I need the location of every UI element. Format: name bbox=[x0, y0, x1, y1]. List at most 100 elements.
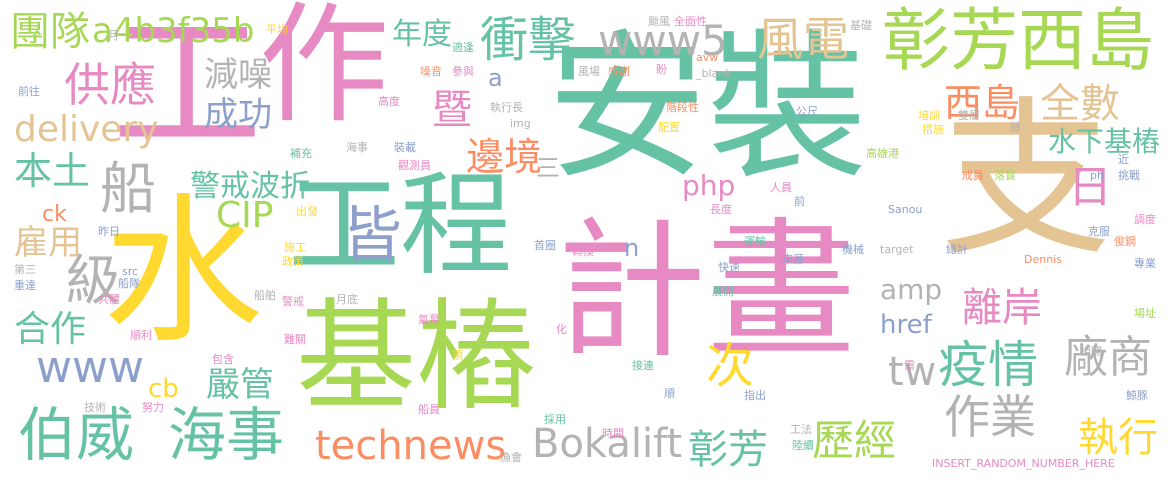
word-xidao: 西島 bbox=[944, 81, 1021, 125]
word-fengdian: 風電 bbox=[757, 12, 849, 66]
word-nuli: 努力 bbox=[142, 401, 164, 414]
word-pan: 盼 bbox=[656, 63, 667, 76]
word-dennis: Dennis bbox=[1024, 253, 1062, 266]
word-xiangguan: 相關 bbox=[1080, 345, 1102, 358]
word-ph: ph bbox=[1090, 169, 1104, 182]
word-technews: technews bbox=[315, 423, 507, 469]
word-peixun: 培訓 bbox=[918, 109, 940, 122]
word-avw: avw bbox=[696, 51, 719, 64]
word-zhuanhuan: 轉換 bbox=[572, 245, 594, 258]
word-xu-need: 需 bbox=[904, 359, 915, 372]
word-changdu: 長度 bbox=[710, 203, 732, 216]
word-quanshu: 全數 bbox=[1040, 81, 1120, 127]
word-peizhi: 配置 bbox=[658, 121, 680, 134]
word-zhongda: 重達 bbox=[14, 279, 36, 292]
word-ganxie: 感謝 bbox=[608, 65, 630, 78]
word-img: img bbox=[510, 117, 531, 130]
word-gaodu: 高度 bbox=[378, 95, 400, 108]
word-chengyuan: 成員 bbox=[962, 169, 984, 182]
word-bentu: 本土 bbox=[14, 149, 91, 193]
word-laiyuan: 來源 bbox=[782, 253, 804, 266]
word-zhengce: 政策 bbox=[282, 255, 304, 268]
word-insert-random-number: INSERT_RANDOM_NUMBER_HERE bbox=[932, 457, 1115, 470]
word-gongti: 共體 bbox=[98, 293, 120, 306]
word-www: www bbox=[36, 342, 144, 393]
word-zhankai: 展開 bbox=[712, 285, 734, 298]
word-quanmianxing: 全面性 bbox=[674, 15, 707, 28]
word-cip: CIP bbox=[216, 195, 274, 236]
word-pingjun: 平均 bbox=[266, 23, 288, 36]
word-guyong: 雇用 bbox=[14, 223, 82, 263]
word-zhuangzai: 裝載 bbox=[394, 141, 416, 154]
word-ji: 暨 bbox=[432, 87, 472, 133]
word-qianwang: 前往 bbox=[18, 85, 40, 98]
word-shijian: 時間 bbox=[602, 427, 624, 440]
word-a: a bbox=[488, 64, 503, 92]
word-www5: www5 bbox=[598, 16, 728, 65]
word-shifeng: 適逢 bbox=[452, 41, 474, 54]
word-cuoshi: 措施 bbox=[922, 123, 944, 136]
word-kuaisu: 快速 bbox=[718, 261, 740, 274]
word-chuanyuan: 船員 bbox=[418, 403, 440, 416]
word-zuo: 作 bbox=[259, 0, 390, 141]
word-jishu: 技術 bbox=[84, 401, 106, 414]
word-gaoxionggang: 高雄港 bbox=[866, 147, 899, 160]
word-haishi: 海事 bbox=[168, 401, 285, 469]
word-lian-chain: 鏈 bbox=[1010, 121, 1021, 134]
word-delivery: delivery bbox=[14, 109, 159, 150]
word-anzhuang: 安裝 bbox=[547, 14, 868, 201]
word-caiyong: 採用 bbox=[544, 413, 566, 426]
word-blank: _blank bbox=[696, 67, 732, 80]
word-tw: tw bbox=[888, 349, 937, 395]
word-kefu: 克服 bbox=[1088, 225, 1110, 238]
word-zaoyin: 噪音 bbox=[420, 65, 442, 78]
word-tiaozhan: 挑戰 bbox=[1118, 169, 1140, 182]
word-yuhui: 漁會 bbox=[500, 451, 522, 464]
word-shunli: 順利 bbox=[130, 329, 152, 342]
word-changshang: 廠商 bbox=[1064, 332, 1152, 383]
word-ci: 次 bbox=[706, 338, 755, 394]
word-tuandui: 團隊 bbox=[10, 9, 90, 55]
word-gongfa: 工法 bbox=[790, 423, 812, 436]
word-zongji: 總計 bbox=[946, 243, 968, 256]
word-amp: amp bbox=[880, 273, 943, 306]
word-guancheyuan: 觀測員 bbox=[398, 159, 431, 172]
word-yanguan: 嚴管 bbox=[206, 365, 274, 405]
word-baohan: 包含 bbox=[212, 353, 234, 366]
word-chuan: 船 bbox=[100, 157, 156, 222]
word-jihua: 計畫 bbox=[556, 205, 857, 379]
word-luoshi: 落實 bbox=[994, 169, 1016, 182]
word-jingjie-bozhe: 警戒波折 bbox=[190, 169, 310, 204]
word-a4b3f35b: a4b3f35b bbox=[92, 11, 255, 51]
word-shuangceng: 雙層 bbox=[958, 109, 980, 122]
word-yunshu: 運輸 bbox=[744, 235, 766, 248]
word-ck: ck bbox=[42, 202, 67, 227]
word-jie: 皆 bbox=[342, 201, 402, 271]
word-zhichu: 指出 bbox=[744, 389, 766, 402]
word-target: target bbox=[880, 243, 914, 256]
word-gongying: 供應 bbox=[64, 58, 156, 112]
word-changzhi: 場址 bbox=[1134, 307, 1156, 320]
word-zuoye: 作業 bbox=[944, 390, 1036, 444]
word-zhixingzhang: 執行長 bbox=[490, 101, 523, 114]
word-qimu: 氣幕 bbox=[418, 313, 440, 326]
word-ji-level: 級 bbox=[66, 249, 120, 312]
word-chuanbo: 船舶 bbox=[254, 289, 276, 302]
word-jianzao: 減噪 bbox=[204, 55, 272, 95]
word-shun: 順 bbox=[664, 387, 675, 400]
word-lijing: 歷經 bbox=[812, 416, 897, 465]
word-zhangfang: 彰芳 bbox=[688, 427, 768, 473]
word-hua: 化 bbox=[556, 323, 567, 336]
word-shui: 水 bbox=[103, 178, 264, 365]
word-qian: 前 bbox=[794, 195, 805, 208]
word-gong: 工 bbox=[112, 0, 263, 172]
word-zhangfang-xidao: 彰芳西島 bbox=[882, 2, 1155, 81]
word-san: 三 bbox=[536, 154, 560, 182]
word-chuandui: 船隊 bbox=[118, 277, 140, 290]
word-lian: 離岸 bbox=[962, 285, 1042, 331]
word-bowei: 伯威 bbox=[18, 401, 135, 469]
word-jixie: 機械 bbox=[842, 243, 864, 256]
word-niandu: 年度 bbox=[392, 17, 452, 52]
word-canyu: 參與 bbox=[452, 65, 474, 78]
